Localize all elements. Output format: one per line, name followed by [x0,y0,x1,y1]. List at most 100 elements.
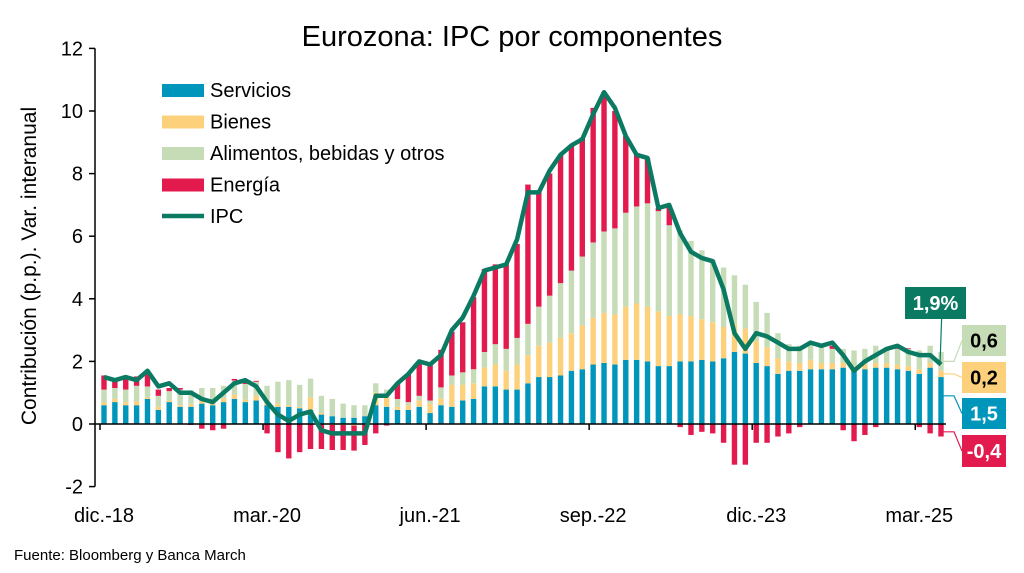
bar-segment [449,331,455,376]
bar-segment [894,364,901,370]
bar-segment [210,424,216,431]
bar-segment [492,386,499,424]
y-tick-label: 10 [61,101,83,123]
bar-segment [579,369,585,424]
y-axis-label: Contribución (p.p.). Var. interanual [18,107,41,425]
y-tick-label: 12 [61,38,83,60]
bar-segment [666,316,672,367]
bar-segment [155,389,162,396]
bar-segment [677,424,683,428]
bar-segment [416,400,422,407]
annotation-leader [942,373,963,379]
bar-segment [318,424,325,450]
bar-segment [677,314,683,362]
bar-segment [231,380,238,395]
bars [101,92,944,465]
bar-segment [296,424,303,453]
ipc-line-group [103,89,943,436]
bar-segment [601,362,607,424]
bar-segment [242,399,249,403]
bar-segment [351,405,357,418]
bar-segment [753,362,759,424]
bar-segment [177,405,183,407]
ipc-line [103,89,943,436]
annotation-leader [942,340,963,362]
y-tick-label: 6 [72,226,83,248]
bar-segment [546,377,553,424]
bar-segment [503,264,509,349]
bar-segment [188,390,194,405]
bar-segment [753,341,759,363]
bar-segment [557,337,564,376]
legend-label: Servicios [210,80,291,102]
bar-segment [318,395,325,414]
bar-segment [481,367,488,387]
bar-segment [623,359,629,424]
bar-segment [644,203,651,307]
bar-segment [905,366,912,371]
bar-segment [123,402,129,406]
bar-segment [210,388,216,403]
bar-segment [210,405,216,424]
bar-segment [275,403,281,407]
bar-segment [775,373,781,424]
bar-segment [144,398,151,424]
bar-segment [329,398,335,417]
bar-segment [155,406,162,410]
bar-segment [731,424,738,465]
bar-segment [307,378,314,398]
bar-segment [101,405,107,424]
bar-segment [699,424,705,432]
bar-segment [655,366,662,424]
bar-segment [155,409,162,424]
bar-segment [177,389,183,406]
bar-segment [840,424,846,431]
bar-segment [851,350,857,367]
bar-segment [557,375,564,424]
bar-segment [764,347,770,367]
bar-segment [427,413,433,424]
bar-segment [449,406,455,424]
bar-segment [199,403,205,424]
bar-segment [905,348,912,349]
bar-segment [427,403,433,414]
bar-segment [351,425,357,451]
bar-segment [449,375,455,385]
bar-segment [144,386,151,398]
annotation-box [962,325,1006,356]
bar-segment [742,284,749,329]
bar-segment [829,345,835,349]
source-note: Fuente: Bloomberg y Banca March [14,547,246,564]
x-tick-label: mar.-25 [885,505,953,527]
bar-segment [405,409,412,424]
bar-segment [177,388,183,390]
legend-label: Energía [210,175,281,197]
bar-segment [307,409,314,424]
bar-segment [514,337,520,365]
bar-segment [557,283,564,338]
bar-segment [710,361,716,424]
bar-segment [851,424,857,442]
bar-segment [514,244,520,338]
bar-segment [829,369,835,424]
bar-segment [275,381,281,404]
bar-segment [775,333,781,359]
bar-segment [460,384,466,401]
bar-segment [307,424,314,450]
axes-lines [94,48,946,487]
bar-segment [427,364,433,401]
bar-segment [286,406,292,424]
bar-segment [394,398,401,407]
bar-segment [710,259,716,323]
bar-segment [742,328,749,354]
bar-segment [786,370,792,424]
bar-segment [427,400,433,404]
bar-segment [481,269,488,353]
bar-segment [242,402,249,424]
bar-segment [318,413,325,415]
bar-segment [796,362,803,371]
bar-segment [557,154,564,284]
bar-segment [775,424,781,437]
bar-segment [862,369,868,424]
bar-segment [438,398,444,406]
